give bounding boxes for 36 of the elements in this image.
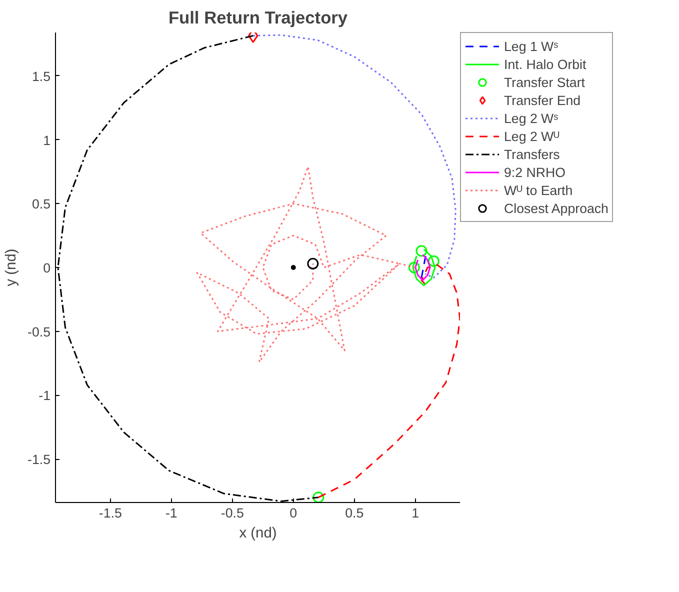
x-tick-label: -1 (165, 506, 178, 520)
y-tick-label: -0.5 (28, 324, 50, 340)
line-series (196, 166, 416, 363)
x-tick-label: 1 (412, 506, 420, 520)
legend-label: Transfer Start (504, 74, 585, 91)
x-tick-label: 0 (290, 506, 298, 520)
line-series (318, 264, 460, 498)
legend-label: Int. Halo Orbit (504, 56, 586, 73)
y-tick-label: 0 (43, 260, 51, 276)
legend-label: 9:2 NRHO (504, 164, 566, 181)
legend-label: Leg 1 Wˢ (504, 38, 558, 55)
point (307, 258, 319, 270)
legend-label: Transfers (504, 146, 560, 163)
y-axis-title: y (nd) (4, 248, 20, 286)
legend-label: Transfer End (504, 92, 581, 109)
x-axis-title: x (nd) (239, 526, 277, 542)
x-tick-label: -0.5 (220, 506, 244, 520)
line-series (412, 248, 436, 286)
point (312, 492, 324, 502)
x-tick-label: 0.5 (345, 506, 364, 520)
line-series (414, 254, 431, 282)
legend-label: Leg 2 Wᵁ (504, 128, 560, 145)
y-tick-label: 0.5 (32, 196, 51, 212)
legend-label: Wᵁ to Earth (504, 182, 573, 199)
point (428, 255, 440, 267)
y-tick-label: -1.5 (28, 452, 50, 468)
y-tick-label: 1 (43, 132, 51, 148)
chart-title: Full Return Trajectory (168, 8, 348, 28)
x-tick-label: -1.5 (98, 506, 122, 520)
y-tick-label: -1 (38, 388, 51, 404)
point (408, 262, 420, 274)
point (290, 265, 296, 270)
y-tick-label: 1.5 (32, 68, 51, 84)
legend-label: Closest Approach (504, 200, 608, 217)
line-series (420, 254, 428, 278)
legend-label: Leg 2 Wˢ (504, 110, 558, 127)
